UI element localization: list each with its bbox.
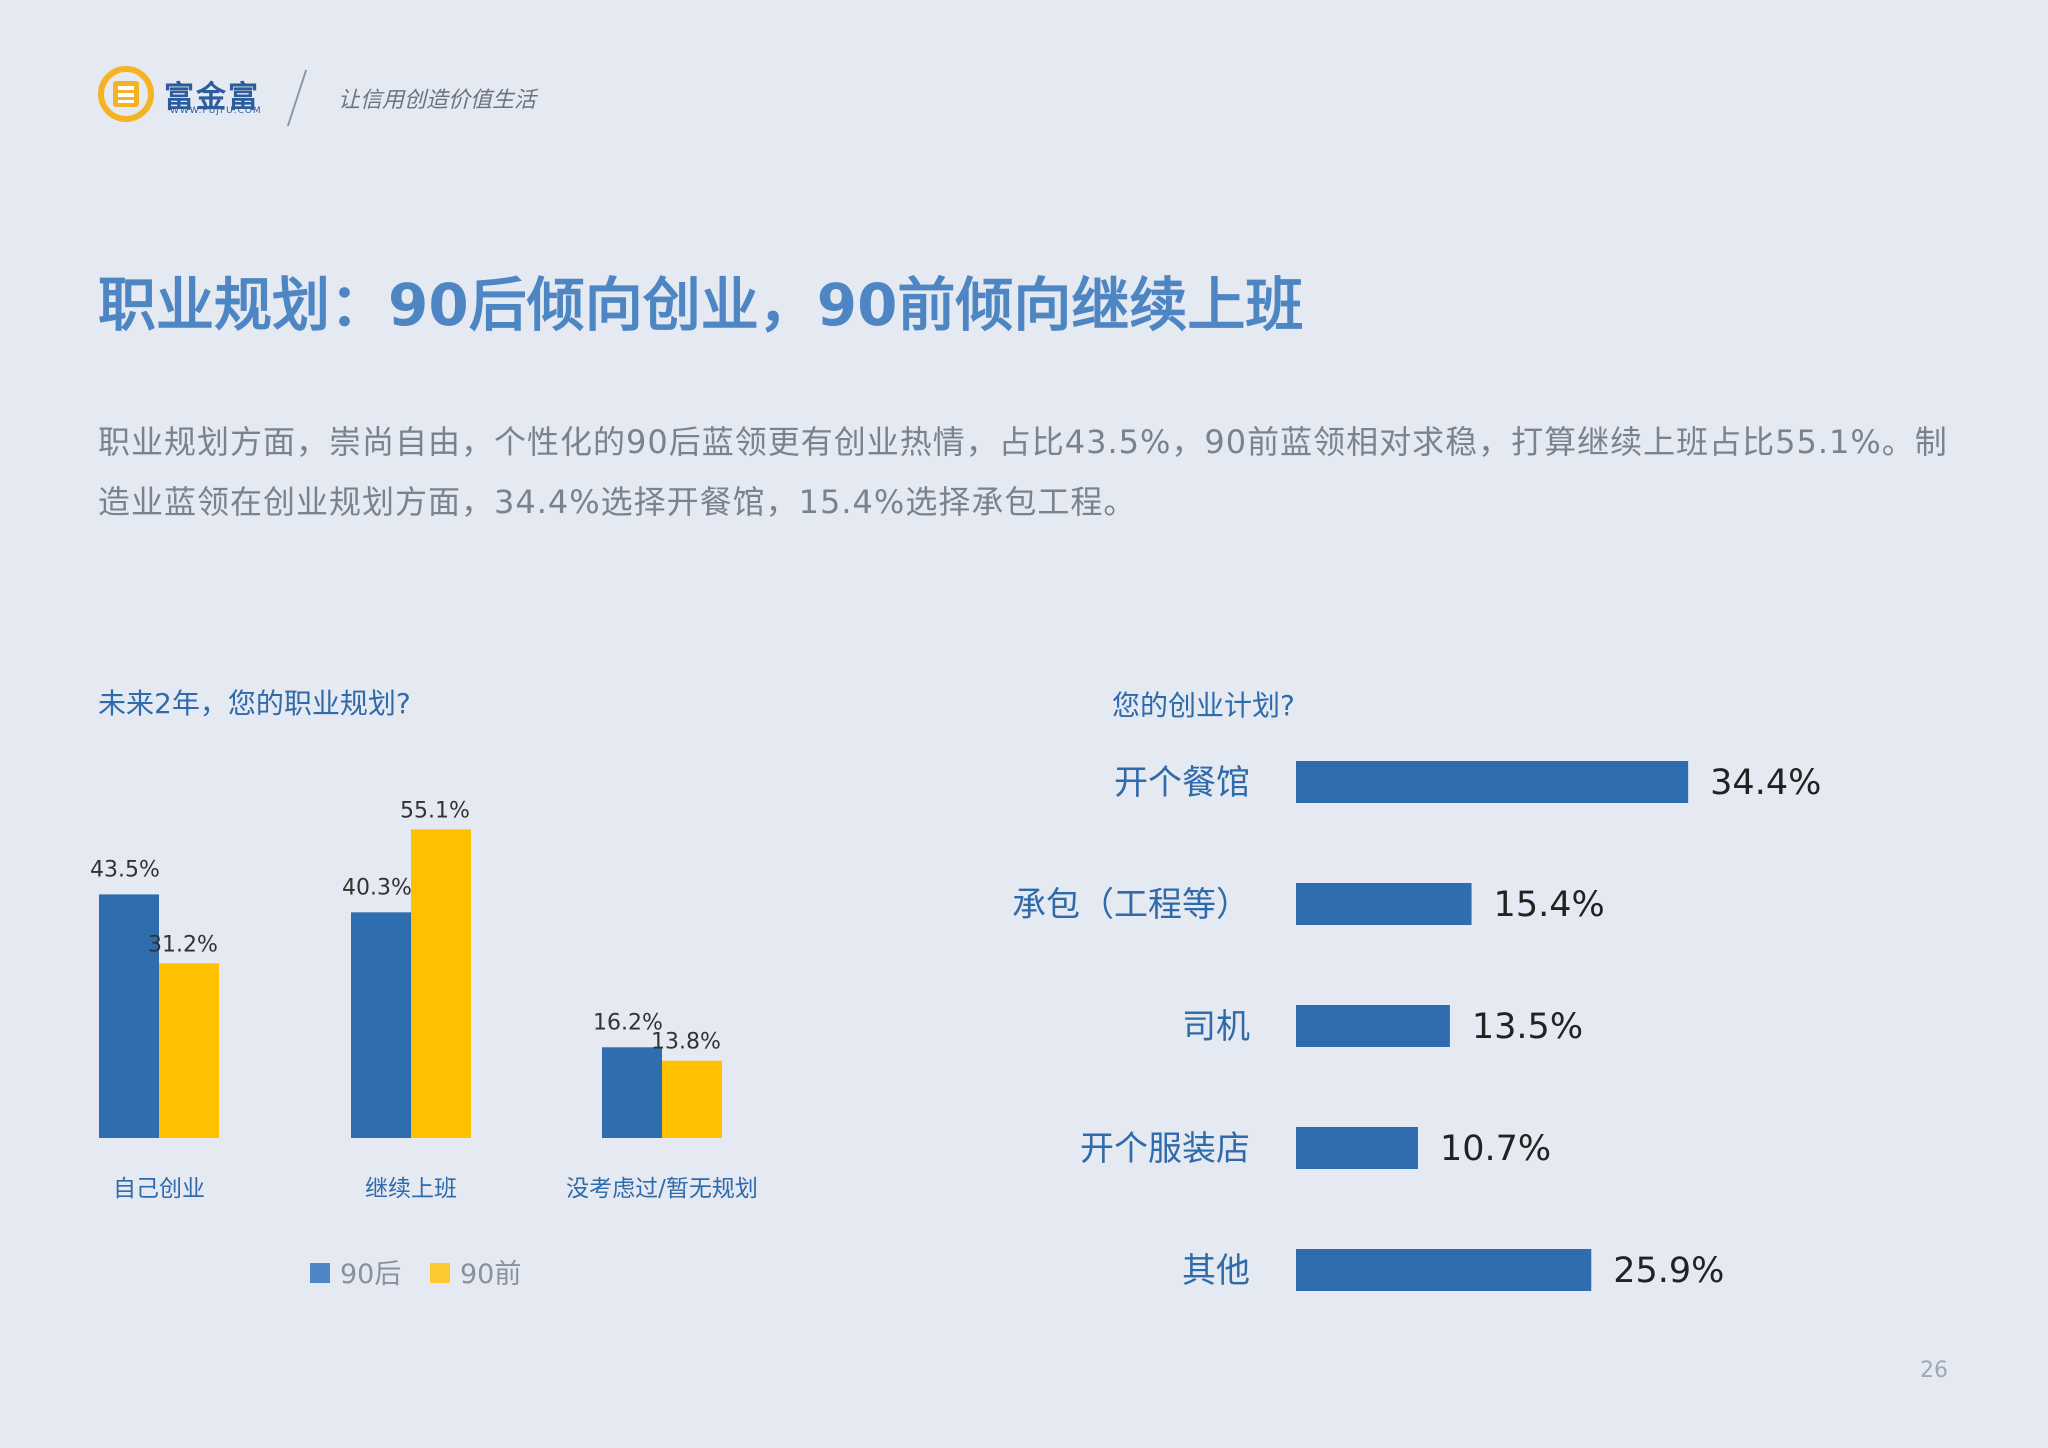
page-title: 职业规划：90后倾向创业，90前倾向继续上班 [98,271,1304,339]
category-label: 承包（工程等） [1012,885,1250,925]
h-bar-2 [1296,1005,1450,1047]
legend-label: 90前 [460,1259,521,1290]
bar-post90-0 [99,894,159,1138]
h-bar-3 [1296,1127,1418,1169]
career-plan-chart: 43.5% 31.2% 自己创业 40.3% 55.1% 继续上班 16.2%13.8% 没考… [90,798,758,1290]
legend-swatch [430,1263,450,1283]
category-label: 其他 [1182,1251,1250,1291]
category-label: 开个服装店 [1080,1129,1250,1169]
brand-header: 富金富 WWW.FUJFU.COM 让信用创造价值生活 [98,66,618,130]
brand-slogan: 让信用创造价值生活 [338,88,537,113]
x-tick-label: 继续上班 [365,1176,457,1202]
h-bar-0 [1296,761,1689,803]
bar-pre90-1 [411,829,471,1138]
value-label: 13.5% [1472,1007,1583,1047]
data-label: 31.2% [148,932,218,957]
business-plan-chart: 开个餐馆 34.4% 承包（工程等） 15.4% 司机 13.5% 开个服装店 10.7% 其他… [1012,761,1821,1291]
value-label: 34.4% [1710,763,1821,803]
category-label: 司机 [1182,1007,1250,1047]
legend-swatch [310,1263,330,1283]
bar-post90-2 [602,1047,662,1138]
career-chart-title: 未来2年，您的职业规划? [98,687,411,720]
brand-name: 富金富 [164,80,260,115]
data-label: 16.2% [593,1010,663,1035]
data-label: 43.5% [90,857,160,882]
brand-logo-icon [98,66,154,122]
intro-paragraph: 职业规划方面，崇尚自由，个性化的90后蓝领更有创业热情，占比43.5%，90前蓝… [98,423,1948,521]
page-number: 26 [1920,1358,1948,1383]
data-label: 55.1% [400,798,470,823]
bar-pre90-0 [159,963,219,1138]
h-bar-1 [1296,883,1472,925]
brand-url: WWW.FUJFU.COM [170,106,262,116]
value-label: 10.7% [1440,1129,1551,1169]
bar-post90-1 [351,912,411,1138]
x-tick-label: 没考虑过/暂无规划 [566,1176,758,1202]
bar-pre90-2 [662,1060,722,1138]
data-label: 40.3% [342,875,412,900]
value-label: 25.9% [1613,1251,1724,1291]
legend-label: 90后 [340,1259,401,1290]
data-label: 13.8% [651,1030,721,1055]
x-tick-label: 自己创业 [113,1176,205,1202]
h-bar-4 [1296,1249,1592,1291]
value-label: 15.4% [1494,885,1605,925]
category-label: 开个餐馆 [1114,763,1250,803]
business-chart-title: 您的创业计划? [1112,689,1295,722]
